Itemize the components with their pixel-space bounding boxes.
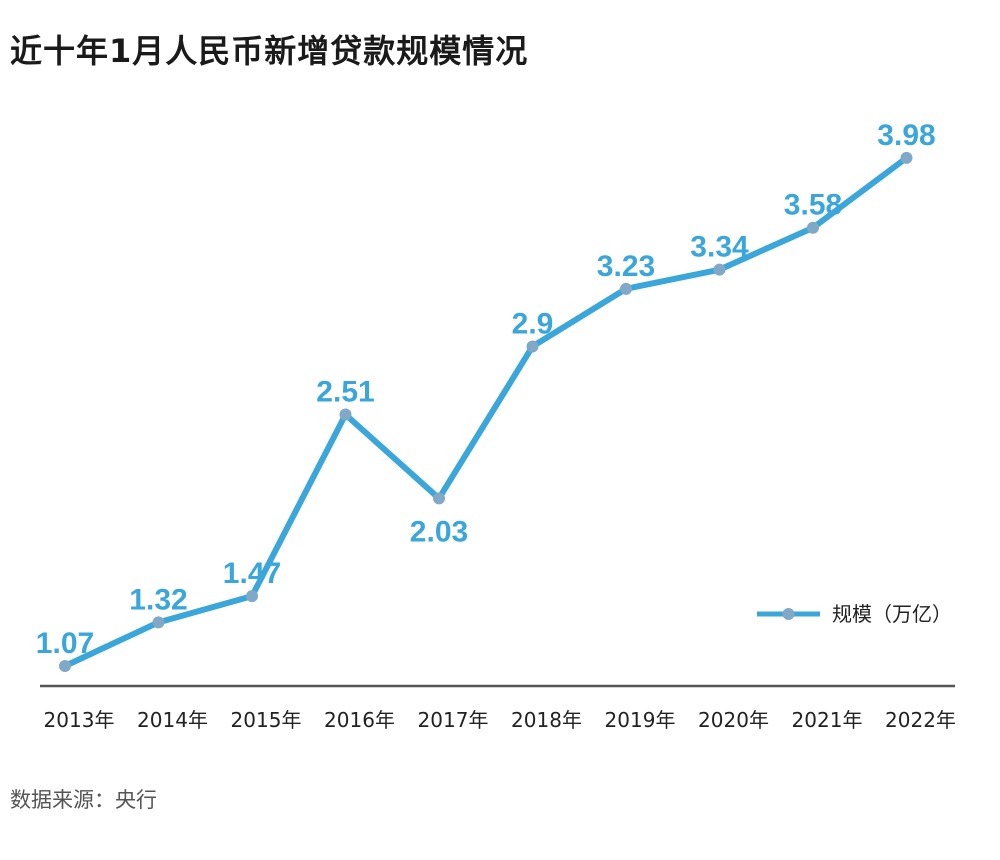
data-point xyxy=(807,221,819,234)
data-point xyxy=(152,616,165,629)
data-label: 3.58 xyxy=(784,189,842,222)
chart-title: 近十年1月人民币新增贷款规模情况 xyxy=(10,32,529,70)
data-label: 1.07 xyxy=(36,627,94,660)
data-label: 1.47 xyxy=(223,557,281,590)
x-tick-label: 2015年 xyxy=(231,708,302,732)
x-tick-label: 2017年 xyxy=(418,708,489,732)
data-point xyxy=(900,151,913,164)
x-tick-label: 2014年 xyxy=(137,708,208,732)
legend: 规模（万亿） xyxy=(757,602,952,626)
x-tick-label: 2022年 xyxy=(885,708,956,732)
data-point xyxy=(246,590,258,603)
legend-label: 规模（万亿） xyxy=(832,602,952,626)
data-label: 3.98 xyxy=(877,119,935,152)
x-tick-label: 2016年 xyxy=(324,708,395,732)
markers-group xyxy=(59,151,913,672)
legend-marker-swatch xyxy=(782,608,795,620)
x-tick-label: 2013年 xyxy=(44,708,115,732)
data-label: 2.51 xyxy=(316,376,374,409)
data-label: 3.34 xyxy=(690,231,749,264)
series-line xyxy=(62,154,910,669)
data-point xyxy=(59,659,71,672)
data-label: 2.03 xyxy=(410,515,468,548)
data-labels-group: 1.07 1.32 1.47 2.51 2.03 2.9 3.23 3.34 3.58 3.98 xyxy=(36,119,936,660)
data-point xyxy=(713,263,726,276)
x-tick-label: 2020年 xyxy=(698,708,769,732)
data-point xyxy=(433,492,445,505)
data-source-note: 数据来源：央行 xyxy=(10,788,157,812)
x-tick-label: 2019年 xyxy=(605,708,676,732)
data-point xyxy=(526,340,539,353)
series-line-group xyxy=(62,154,910,669)
x-tick-label: 2021年 xyxy=(792,708,863,732)
data-label: 3.23 xyxy=(597,250,655,283)
x-tick-label: 2018年 xyxy=(511,708,582,732)
data-point xyxy=(339,408,352,421)
data-label: 1.32 xyxy=(129,583,187,616)
data-label: 2.9 xyxy=(512,307,554,340)
data-point xyxy=(620,282,632,295)
x-tick-labels-group: 2013年 2014年 2015年 2016年 2017年 2018年 2019年 2020年… xyxy=(44,708,956,732)
